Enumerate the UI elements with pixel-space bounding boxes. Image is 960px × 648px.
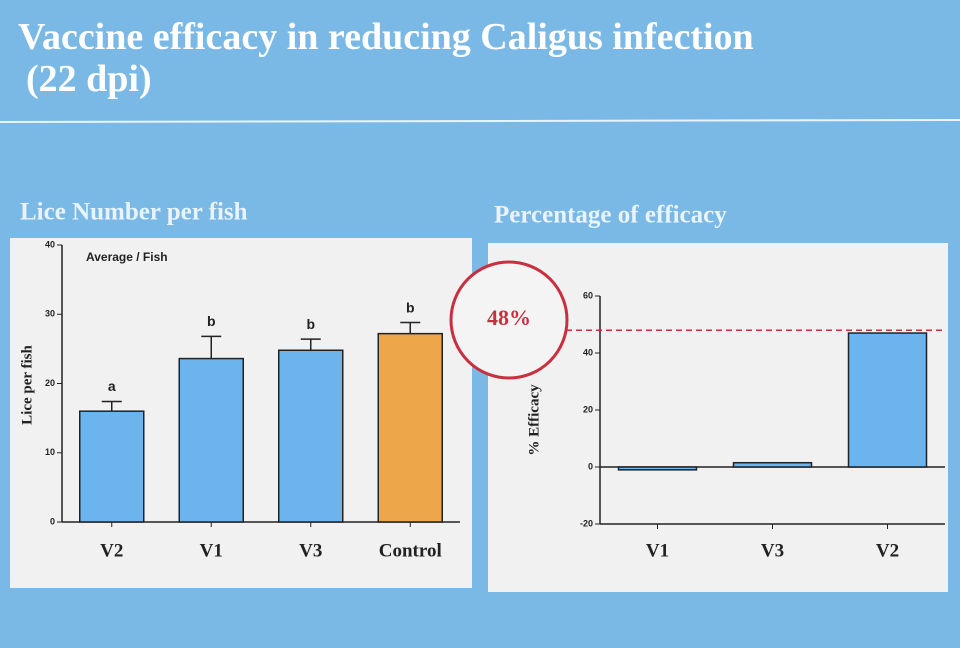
x-tick-label: Control: [379, 540, 442, 561]
chart-title: Percentage of efficacy: [494, 202, 727, 229]
x-tick-label: V3: [761, 540, 784, 561]
bar: [732, 461, 813, 468]
bar: [617, 466, 698, 471]
y-tick-label: 30: [45, 309, 55, 319]
bar: [377, 332, 443, 523]
y-axis-label: Lice per fish: [19, 344, 35, 424]
chart-title: Lice Number per fish: [20, 199, 248, 226]
slide-title: Vaccine efficacy in reducing Caligus inf…: [18, 16, 754, 100]
y-tick-label: 0: [50, 516, 55, 526]
bar: [79, 410, 145, 523]
y-tick-label: 20: [583, 404, 593, 414]
reference-label: 48%: [487, 305, 531, 330]
bar: [178, 357, 244, 523]
x-tick-label: V2: [100, 540, 123, 561]
y-tick-label: 10: [45, 447, 55, 457]
significance-letter: a: [108, 378, 116, 394]
x-tick-label: V2: [876, 540, 899, 561]
y-tick-label: 0: [588, 461, 593, 471]
x-tick-label: V1: [646, 540, 669, 561]
x-tick-label: V3: [299, 540, 322, 561]
error-bar: [201, 335, 222, 359]
y-tick-label: -20: [580, 518, 593, 528]
y-tick-label: 40: [45, 239, 55, 249]
divider: [0, 119, 960, 123]
y-axis-label: % Efficacy: [526, 384, 542, 456]
chart-subtitle: Average / Fish: [86, 250, 168, 264]
x-tick-label: V1: [200, 540, 223, 561]
y-tick-label: 20: [45, 378, 55, 388]
y-tick-label: 40: [583, 347, 593, 357]
error-bar: [101, 400, 122, 412]
significance-letter: b: [306, 316, 315, 332]
error-bar: [300, 338, 321, 351]
bar: [278, 349, 344, 523]
y-tick-label: 60: [583, 290, 593, 300]
bar: [847, 332, 928, 468]
significance-letter: b: [207, 313, 216, 329]
highlight-circle: [449, 260, 569, 380]
significance-letter: b: [406, 299, 415, 315]
error-bar: [400, 321, 421, 334]
